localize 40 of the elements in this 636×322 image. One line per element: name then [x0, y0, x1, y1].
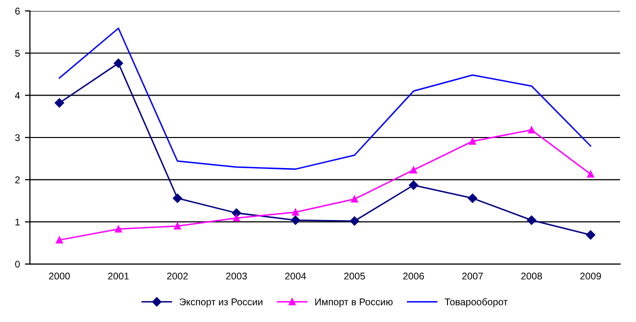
y-tick-label: 4 — [14, 92, 20, 99]
x-tick-label: 2007 — [462, 272, 483, 280]
legend-label: Товарооборот — [444, 298, 508, 308]
x-tick-label: 2002 — [167, 272, 188, 280]
legend-label: Импорт в Россию — [315, 298, 393, 308]
x-tick-label: 2006 — [403, 272, 424, 280]
point — [290, 216, 300, 225]
point — [587, 170, 594, 178]
point — [54, 98, 64, 108]
point — [114, 226, 122, 232]
legend-label: Экспорт из России — [180, 298, 262, 308]
x-tick-label: 2004 — [285, 272, 306, 280]
y-tick-label: 3 — [15, 134, 20, 142]
point — [351, 196, 358, 203]
x-tick-label: 2000 — [49, 272, 70, 280]
point — [468, 194, 478, 203]
y-tick-label: 2 — [15, 176, 20, 184]
y-tick-label: 6 — [15, 8, 20, 15]
x-tick-label: 2001 — [108, 272, 129, 280]
x-tick-label: 2005 — [344, 272, 365, 280]
y-tick-label: 5 — [15, 50, 20, 57]
point — [408, 180, 418, 190]
x-tick-label: 2008 — [521, 272, 542, 280]
x-tick-label: 2003 — [226, 272, 247, 280]
point — [350, 216, 360, 226]
point — [114, 58, 124, 68]
point — [410, 166, 417, 174]
y-tick-label: 0 — [15, 260, 20, 268]
point — [232, 214, 240, 222]
x-tick-label: 2009 — [580, 272, 601, 280]
point — [174, 222, 181, 230]
point — [469, 138, 476, 145]
y-tick-label: 1 — [16, 218, 20, 226]
point — [292, 208, 299, 216]
point — [56, 236, 63, 244]
line-series — [58, 28, 592, 170]
point — [526, 216, 536, 225]
point — [586, 230, 596, 240]
point — [172, 194, 182, 203]
point — [528, 126, 536, 134]
